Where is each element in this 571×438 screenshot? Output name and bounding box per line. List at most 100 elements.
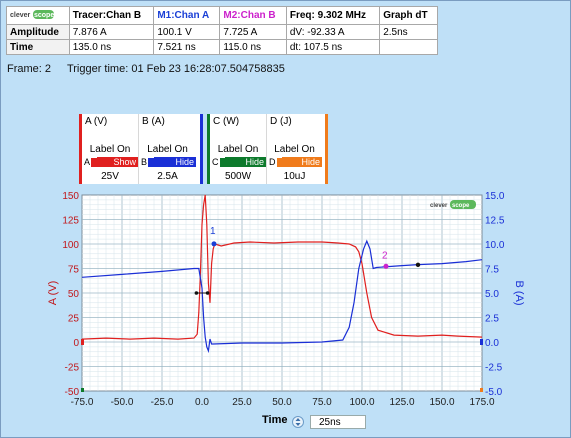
x-tick-label: 150.0 [429, 397, 454, 408]
channel-b-color-icon[interactable] [148, 158, 158, 168]
cell-amp-dt: 2.5ns [379, 24, 438, 40]
plot-logo-text: clever [430, 203, 448, 209]
marker-1-label: 1 [210, 226, 216, 237]
frame-info: Frame: 2 Trigger time: 01 Feb 23 16:28:0… [7, 63, 285, 75]
channel-a-title: A (V) [85, 116, 108, 127]
channel-a-color-icon[interactable] [91, 158, 101, 168]
cell-time-tracer: 135.0 ns [68, 39, 155, 55]
x-tick-label: 125.0 [389, 397, 414, 408]
y-left-tick-label: 100 [62, 240, 79, 251]
channel-d-title: D (J) [270, 116, 292, 127]
y-right-tick-label: -2.5 [485, 363, 503, 374]
channel-d-hide-button[interactable]: Hide [282, 157, 322, 167]
channel-c-ground-marker[interactable] [81, 388, 84, 392]
x-tick-label: 25.0 [232, 397, 252, 408]
cell-time-m1: 7.521 ns [153, 39, 221, 55]
x-tick-label: 175.0 [469, 397, 494, 408]
channel-b-scale[interactable]: 2.5A [157, 171, 178, 182]
trigger-level-point-left[interactable] [194, 291, 199, 295]
channel-c[interactable]: C (W) Label On C Hide 500W [210, 114, 267, 184]
y-right-tick-label: 2.5 [485, 314, 499, 325]
logo-badge: clever scope [10, 8, 54, 20]
measurement-table: clever scope Tracer:Chan B M1:Chan A M2:… [6, 6, 438, 55]
channel-d-color-icon[interactable] [276, 158, 286, 168]
channel-d[interactable]: D (J) Label On D Hide 10uJ [267, 114, 322, 184]
x-tick-label: 75.0 [312, 397, 332, 408]
y-right-tick-label: 7.5 [485, 265, 499, 276]
row-label-amplitude: Amplitude [6, 24, 70, 40]
channel-d-scale[interactable]: 10uJ [283, 171, 306, 182]
channel-b[interactable]: B (A) Label On B Hide 2.5A [139, 114, 196, 184]
y-left-tick-label: 75 [68, 265, 80, 276]
frame-label: Frame: 2 [7, 63, 52, 75]
y-left-tick-label: 0 [73, 338, 79, 349]
cell-amp-dv: dV: -92.33 A [285, 24, 381, 40]
y-right-tick-label: 5.0 [485, 289, 499, 300]
tracer-point[interactable] [415, 262, 421, 268]
channel-b-label-on[interactable]: Label On [147, 144, 188, 155]
y-left-tick-label: -25 [65, 363, 80, 374]
y-right-tick-label: 12.5 [485, 216, 505, 227]
logo-graphic: clever scope [10, 10, 54, 19]
channel-a-letter: A [84, 157, 101, 168]
channel-a-scale[interactable]: 25V [101, 171, 119, 182]
channel-c-title: C (W) [213, 116, 240, 127]
x-tick-label: -75.0 [71, 397, 94, 408]
logo-text-2: scope [34, 12, 54, 19]
channel-a[interactable]: A (V) Label On A Show 25V [82, 114, 139, 184]
header-tracer: Tracer:Chan B [68, 6, 155, 25]
header-m1: M1:Chan A [153, 6, 221, 25]
header-graph-dt: Graph dT [379, 6, 438, 25]
cell-amp-m1: 100.1 V [153, 24, 221, 40]
channel-c-hide-button[interactable]: Hide [225, 157, 266, 167]
cell-time-m2: 115.0 ns [219, 39, 287, 55]
x-tick-label: -50.0 [111, 397, 134, 408]
y-left-tick-label: 25 [68, 314, 80, 325]
y-right-tick-label: 10.0 [485, 240, 505, 251]
channel-b-title: B (A) [142, 116, 165, 127]
time-per-div-input[interactable]: 25ns [310, 415, 366, 429]
channel-d-ground-marker[interactable] [480, 388, 483, 392]
plot-logo-text-2: scope [452, 203, 470, 209]
channel-b-ground-marker[interactable] [480, 339, 483, 345]
marker-2-label: 2 [382, 250, 388, 261]
y-left-tick-label: 50 [68, 289, 80, 300]
trigger-time: Trigger time: 01 Feb 23 16:28:07.5047588… [66, 63, 285, 75]
channel-b-hide-button[interactable]: Hide [154, 157, 196, 167]
header-freq: Freq: 9.302 MHz [285, 6, 381, 25]
cell-amp-m2: 7.725 A [219, 24, 287, 40]
channel-d-label-on[interactable]: Label On [274, 144, 315, 155]
channel-b-letter: B [141, 157, 158, 168]
time-label: Time [262, 414, 288, 426]
channel-c-color-icon[interactable] [219, 158, 229, 168]
y-right-tick-label: 0.0 [485, 338, 499, 349]
y-axis-left-label: A (V) [47, 281, 59, 305]
row-label-time: Time [6, 39, 70, 55]
logo-text-1: clever [10, 12, 31, 19]
header-m2: M2:Chan B [219, 6, 287, 25]
scope-chart[interactable]: -75.0 -50.0 -25.0 0.0 25.0 50.0 75.0 100.0 125.0… [0, 185, 571, 413]
channel-a-label-on[interactable]: Label On [89, 144, 131, 155]
cleverscope-logo: clever scope [6, 6, 70, 25]
x-tick-label: 0.0 [195, 397, 209, 408]
cell-time-empty [379, 39, 438, 55]
marker-2-point[interactable] [383, 263, 389, 269]
channel-c-scale[interactable]: 500W [224, 171, 252, 182]
marker-1-point[interactable] [211, 241, 217, 247]
plot-logo-badge [450, 200, 476, 209]
cell-time-dt: dt: 107.5 ns [285, 39, 381, 55]
trigger-level-point-right[interactable] [205, 291, 210, 295]
y-right-tick-label: 15.0 [485, 191, 505, 202]
x-tick-label: 100.0 [349, 397, 374, 408]
channel-a-show-button[interactable]: Show [97, 157, 138, 167]
cell-amp-tracer: 7.876 A [68, 24, 155, 40]
time-spinner-icon[interactable] [292, 415, 304, 429]
channel-d-letter: D [269, 157, 286, 168]
x-tick-label: 50.0 [272, 397, 292, 408]
channel-a-ground-marker[interactable] [81, 339, 84, 345]
series-b-line [81, 239, 483, 354]
y-axis-right-label: B (A) [513, 280, 525, 305]
channel-c-letter: C [212, 157, 229, 168]
y-left-tick-label: -50 [65, 387, 80, 398]
channel-c-label-on[interactable]: Label On [217, 144, 259, 155]
